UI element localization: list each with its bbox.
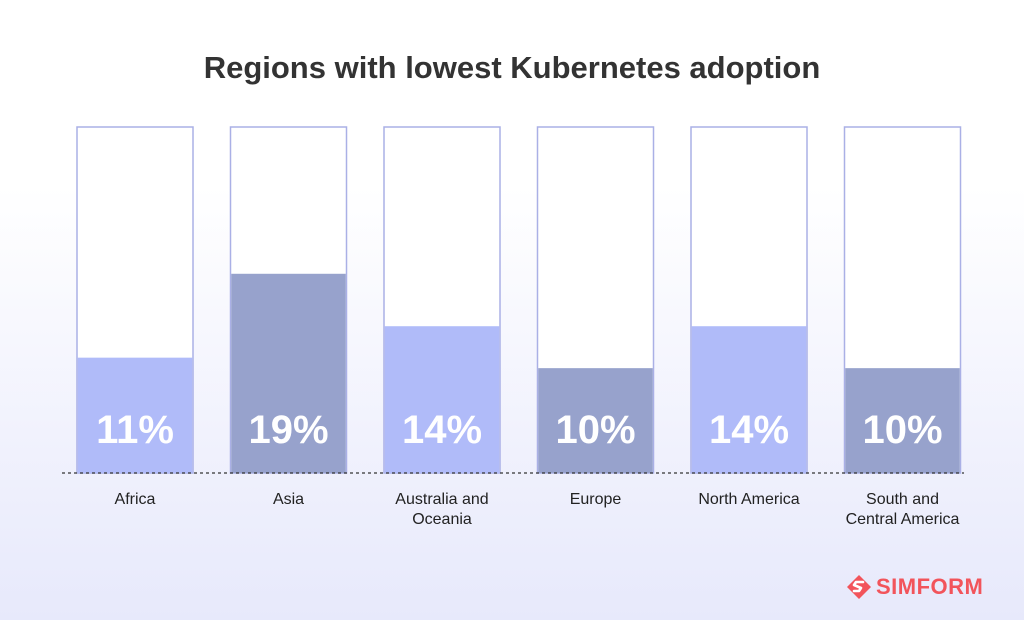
bar-value-label: 14% xyxy=(709,408,789,452)
category-label: Europe xyxy=(570,491,622,508)
bar-2 xyxy=(384,326,500,473)
category-label: Australia and xyxy=(395,491,488,508)
bar-value-label: 19% xyxy=(248,408,328,452)
bar-5 xyxy=(845,368,960,473)
chart-title: Regions with lowest Kubernetes adoption xyxy=(203,50,821,85)
bar-value-label: 10% xyxy=(862,408,942,452)
category-label: North America xyxy=(698,491,799,508)
bar-0 xyxy=(77,357,193,473)
simform-logo-icon xyxy=(847,575,871,599)
category-label: Central America xyxy=(846,511,960,528)
category-label: Africa xyxy=(115,491,156,508)
bar-1 xyxy=(231,273,346,473)
brand-name: SIMFORM xyxy=(876,574,984,599)
bar-4 xyxy=(691,326,807,473)
simform-logo: SIMFORM xyxy=(846,574,983,600)
bar-value-label: 10% xyxy=(555,408,635,452)
category-label: Oceania xyxy=(412,511,472,528)
bar-3 xyxy=(538,368,653,473)
bar-value-label: 14% xyxy=(402,408,482,452)
category-label: Asia xyxy=(273,491,304,508)
category-label: South and xyxy=(866,491,939,508)
bar-value-label: 11% xyxy=(96,408,174,452)
